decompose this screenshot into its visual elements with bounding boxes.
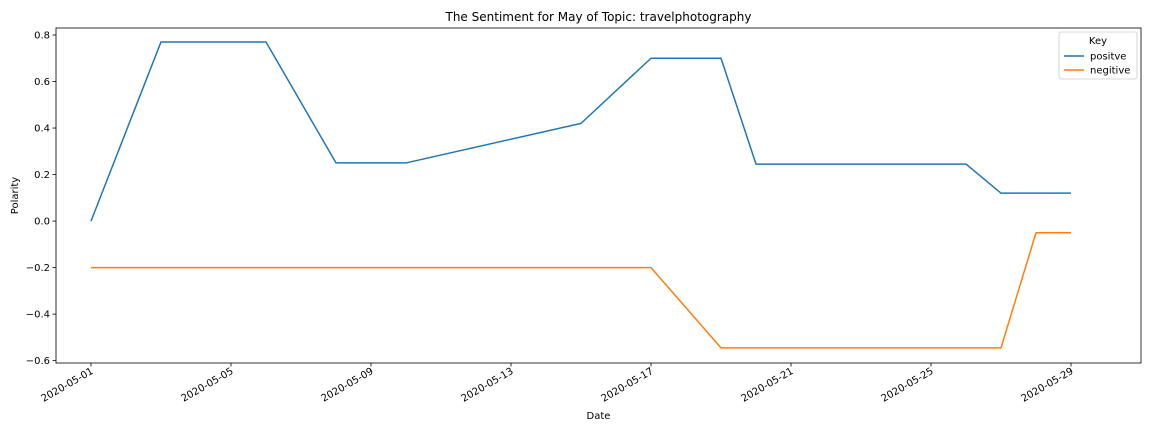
x-axis: 2020-05-01 2020-05-05 2020-05-09 2020-05-13… [40, 363, 1076, 405]
x-tick-label: 2020-05-25 [880, 366, 936, 405]
x-tick-label: 2020-05-21 [740, 366, 796, 405]
legend-label-positve: positve [1090, 52, 1126, 63]
x-axis-label: Date [587, 411, 611, 422]
y-tick-label: −0.6 [26, 356, 50, 367]
y-tick-label: 0.6 [34, 77, 50, 88]
x-tick-label: 2020-05-13 [460, 366, 516, 405]
y-tick-label: −0.2 [26, 263, 50, 274]
legend-box [1058, 31, 1138, 80]
y-tick-label: 0.2 [34, 170, 50, 181]
legend-label-negitive: negitive [1090, 66, 1130, 77]
chart-title: The Sentiment for May of Topic: travelph… [445, 10, 752, 24]
legend-title: Key [1089, 36, 1107, 47]
y-axis-label: Polarity [10, 177, 21, 215]
y-tick-label: 0.8 [34, 30, 50, 41]
x-tick-label: 2020-05-01 [40, 366, 96, 405]
series-line-negitive [91, 231, 1071, 349]
y-tick-label: −0.4 [26, 310, 50, 321]
plot-frame [55, 27, 1142, 364]
x-tick-label: 2020-05-09 [320, 366, 376, 405]
legend: Key positve negitive [1058, 31, 1138, 80]
y-tick-label: 0.4 [34, 124, 50, 135]
y-axis: 0.8 0.6 0.4 0.2 0.0 −0.2 −0.4 −0.6 [26, 30, 56, 367]
x-tick-label: 2020-05-29 [1020, 366, 1076, 405]
x-tick-label: 2020-05-17 [600, 366, 656, 405]
series-line-positve [90, 41, 1071, 222]
x-tick-label: 2020-05-05 [180, 366, 236, 405]
plot-marks [90, 41, 1071, 349]
y-tick-label: 0.0 [34, 217, 50, 228]
